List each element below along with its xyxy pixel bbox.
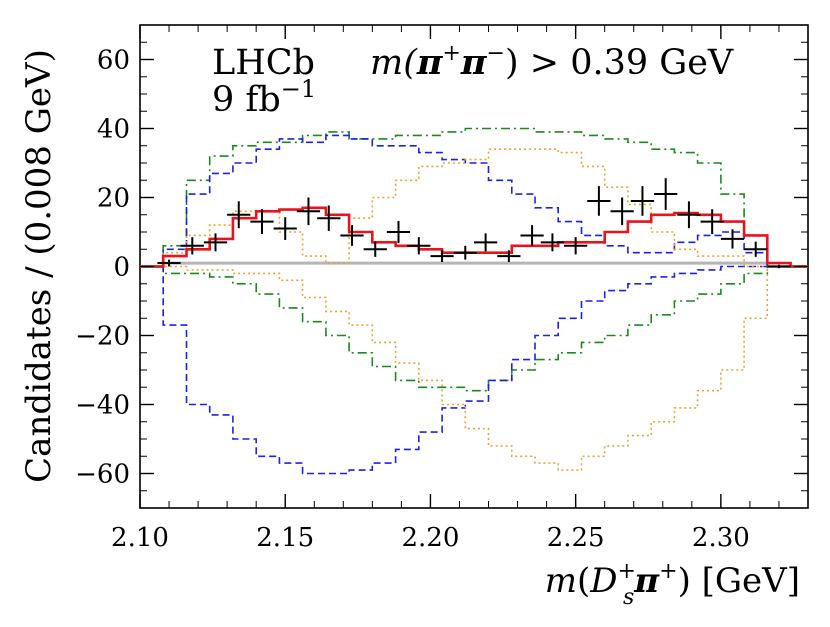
data-point — [587, 186, 611, 216]
data-point — [654, 178, 678, 210]
data-point — [720, 229, 745, 249]
x-tick-label: 2.30 — [692, 523, 750, 553]
data-point — [744, 241, 768, 257]
data-point — [474, 233, 498, 252]
series-orange-dotted-lower — [140, 265, 808, 471]
y-tick-label: 60 — [97, 46, 130, 76]
series-blue-dashed-lower — [140, 265, 808, 475]
data-point — [700, 209, 724, 235]
y-tick-label: 40 — [97, 115, 130, 145]
data-point — [340, 225, 364, 246]
series-grey-background — [140, 261, 808, 268]
data-point — [227, 201, 251, 229]
data-point — [296, 197, 321, 226]
series-layer — [140, 127, 808, 475]
series-orange-dotted-upper — [140, 148, 808, 268]
x-tick-label: 2.25 — [547, 523, 605, 553]
data-point — [540, 233, 565, 252]
series-blue-dashed-upper — [140, 134, 808, 268]
data-point — [430, 250, 454, 263]
data-point — [677, 201, 701, 229]
x-tick-label: 2.10 — [111, 523, 169, 553]
y-tick-label: 20 — [97, 184, 130, 214]
data-point — [317, 205, 341, 231]
x-axis-title: m(D+ sπ+) [GeV] — [545, 559, 800, 610]
data-point — [610, 197, 634, 226]
data-point — [520, 225, 544, 246]
luminosity-label: 9 fb−1 — [212, 75, 316, 120]
data-point — [630, 186, 655, 216]
experiment-label: LHCb — [212, 43, 315, 83]
data-point — [273, 217, 297, 240]
y-tick-label: −20 — [75, 322, 130, 352]
data-point — [363, 241, 387, 257]
data-point — [453, 245, 477, 260]
series-green-dash-dot-lower — [140, 265, 808, 392]
data-point — [250, 209, 274, 235]
axis-layer: 2.10 2.15 2.20 2.25 2.30 −60 −40 −20 0 20 40 60 — [75, 24, 809, 553]
data-point — [564, 237, 588, 255]
data-point — [157, 259, 181, 267]
selection-cut-label: m(π+π−) > 0.39 GeV — [370, 41, 734, 83]
y-tick-label: −60 — [75, 460, 130, 490]
x-tick-label: 2.20 — [401, 523, 459, 553]
data-point — [497, 250, 521, 263]
data-point — [767, 264, 791, 269]
series-green-dash-dot-upper — [140, 127, 808, 268]
data-point — [386, 220, 411, 244]
x-tick-label: 2.15 — [256, 523, 314, 553]
data-points-layer — [157, 178, 791, 269]
series-total-fit — [140, 206, 808, 268]
data-point — [203, 233, 228, 252]
y-tick-label: −40 — [75, 391, 130, 421]
y-tick-label: 0 — [113, 253, 130, 283]
data-point — [407, 237, 431, 255]
data-point — [180, 237, 204, 255]
y-axis-title: Candidates / (0.008 GeV) — [19, 49, 59, 483]
